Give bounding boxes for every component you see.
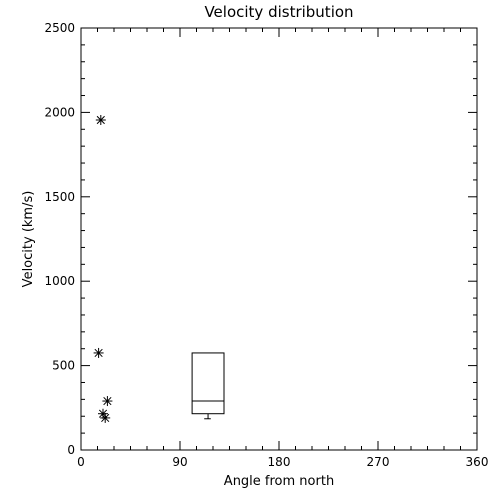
chart-title: Velocity distribution [204, 3, 353, 21]
point-stroke [101, 413, 110, 423]
y-tick-label: 2000 [44, 105, 75, 119]
data-point [93, 347, 104, 358]
y-axis-label: Velocity (km/s) [21, 191, 36, 288]
point-stroke [96, 115, 105, 125]
x-tick-label: 270 [367, 455, 390, 469]
y-tick-label: 0 [67, 443, 75, 457]
y-tick-label: 1500 [44, 190, 75, 204]
point-stroke [94, 348, 103, 358]
plot-frame [80, 27, 478, 451]
y-tick-label: 2500 [44, 21, 75, 35]
x-tick-label: 90 [172, 455, 187, 469]
boxplot [191, 352, 225, 420]
x-tick-label: 0 [77, 455, 85, 469]
point-stroke [98, 409, 108, 418]
data-point [102, 396, 113, 407]
box-iqr [191, 352, 225, 415]
x-tick-label: 180 [268, 455, 291, 469]
axis-tick-labels: 0 90 180 270 360 0 500 1000 1500 2000 2500 [44, 21, 488, 469]
data-point [95, 114, 106, 125]
y-tick-label: 500 [52, 359, 75, 373]
axis-ticks [80, 27, 478, 451]
data-point [100, 412, 111, 423]
scatter-points [93, 114, 113, 423]
y-tick-label: 1000 [44, 274, 75, 288]
x-tick-label: 360 [466, 455, 489, 469]
x-axis-label: Angle from north [224, 474, 334, 489]
point-stroke [103, 396, 112, 406]
